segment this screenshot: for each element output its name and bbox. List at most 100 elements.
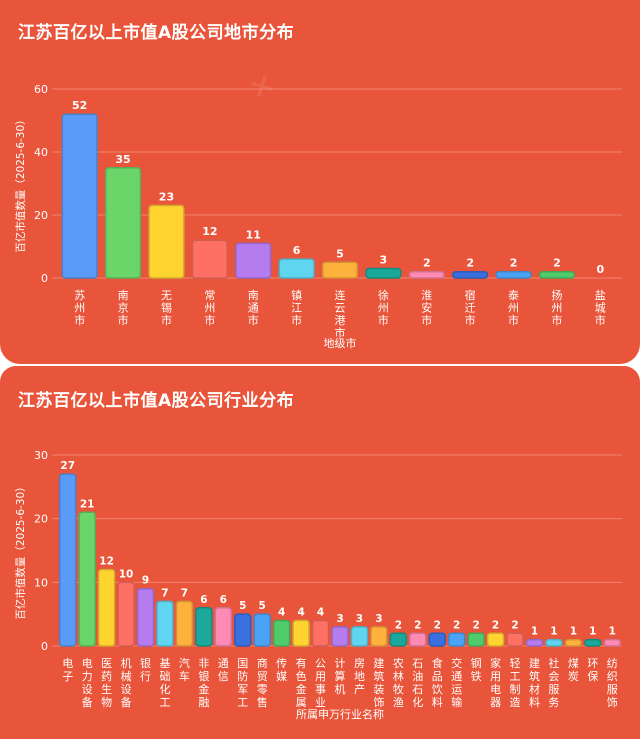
bar bbox=[235, 242, 272, 279]
bar bbox=[78, 511, 96, 647]
data-label: 0 bbox=[596, 263, 604, 276]
x-tick-label: 连云港市 bbox=[335, 289, 346, 340]
x-tick-label: 环保 bbox=[587, 657, 598, 683]
bar bbox=[61, 113, 98, 279]
y-tick-label: 20 bbox=[34, 513, 48, 526]
x-tick-label: 非银金融 bbox=[198, 657, 209, 709]
y-tick-label: 40 bbox=[34, 146, 48, 159]
data-label: 3 bbox=[375, 613, 382, 625]
bar bbox=[156, 600, 174, 647]
x-tick-label: 常州市 bbox=[204, 289, 215, 327]
y-tick-label: 10 bbox=[34, 576, 48, 589]
data-label: 7 bbox=[181, 587, 188, 599]
data-label: 2 bbox=[423, 257, 431, 270]
data-label: 6 bbox=[200, 594, 207, 606]
bar bbox=[564, 638, 583, 647]
x-tick-label: 基础化工 bbox=[159, 657, 170, 709]
data-label: 4 bbox=[297, 607, 304, 619]
data-label: 23 bbox=[159, 191, 174, 204]
bar bbox=[538, 270, 576, 279]
y-axis-label: 百亿市值数量（2025-6-30） bbox=[14, 114, 27, 252]
x-tick-label: 镇江市 bbox=[291, 288, 302, 327]
data-label: 2 bbox=[553, 257, 561, 270]
bar bbox=[365, 267, 402, 279]
x-tick-label: 徐州市 bbox=[378, 288, 389, 327]
data-label: 6 bbox=[220, 594, 227, 606]
data-label: 1 bbox=[570, 626, 577, 638]
y-tick-label: 20 bbox=[34, 209, 48, 222]
data-label: 2 bbox=[511, 619, 518, 631]
x-tick-label: 扬州市 bbox=[551, 288, 562, 327]
data-label: 1 bbox=[531, 626, 538, 638]
bar bbox=[214, 607, 233, 647]
industry-chart-panel: 江苏百亿以上市值A股公司行业分布 0 10 20 30 百亿市值数量（2025-6-30… bbox=[0, 366, 640, 739]
x-tick-label: 食品饮料 bbox=[432, 656, 443, 709]
data-label: 5 bbox=[259, 600, 266, 612]
data-label: 2 bbox=[510, 257, 518, 270]
region-bar-chart: 0204060百亿市值数量（2025-6-30）52苏州市35南京市23无锡市1… bbox=[14, 83, 622, 350]
x-tick-label: 机械设备 bbox=[121, 656, 132, 709]
y-axis-label: 百亿市值数量（2025-6-30） bbox=[14, 481, 27, 619]
data-label: 4 bbox=[278, 607, 285, 619]
x-tick-label: 石油石化 bbox=[412, 657, 423, 709]
bar bbox=[447, 632, 466, 647]
x-tick-label: 医药生物 bbox=[101, 657, 112, 709]
bar bbox=[104, 167, 142, 279]
x-tick-label: 传媒 bbox=[276, 657, 287, 683]
x-tick-label: 通信 bbox=[218, 657, 229, 683]
x-tick-label: 银行 bbox=[140, 656, 151, 683]
bar bbox=[195, 607, 213, 647]
bar bbox=[117, 581, 135, 647]
x-tick-label: 公用事业 bbox=[315, 657, 326, 709]
bar bbox=[253, 613, 271, 647]
x-tick-label: 房地产 bbox=[354, 657, 365, 696]
x-tick-label: 有色金属 bbox=[296, 656, 307, 709]
data-label: 1 bbox=[609, 626, 616, 638]
bar bbox=[428, 632, 446, 647]
x-tick-label: 建筑装饰 bbox=[373, 656, 384, 709]
bar bbox=[175, 600, 194, 647]
bar bbox=[409, 632, 427, 647]
industry-bar-chart: 0102030百亿市值数量（2025-6-30）27电子21电力设备12医药生物… bbox=[14, 449, 622, 721]
y-tick-label: 30 bbox=[34, 449, 48, 462]
x-tick-label: 汽车 bbox=[179, 656, 190, 683]
x-tick-label: 商贸零售 bbox=[257, 656, 268, 709]
x-tick-label: 南京市 bbox=[118, 289, 129, 327]
bar bbox=[272, 619, 291, 647]
x-tick-label: 家用电器 bbox=[490, 656, 501, 709]
bar bbox=[486, 632, 505, 647]
bar bbox=[97, 568, 116, 647]
y-tick-label: 0 bbox=[41, 272, 48, 285]
x-tick-label: 轻工制造 bbox=[510, 656, 521, 709]
bar bbox=[525, 638, 544, 647]
data-label: 2 bbox=[472, 619, 479, 631]
x-tick-label: 建筑材料 bbox=[529, 656, 540, 709]
x-tick-label: 南通市 bbox=[248, 289, 259, 327]
bar bbox=[136, 587, 155, 647]
data-label: 1 bbox=[589, 626, 596, 638]
data-label: 3 bbox=[380, 254, 388, 267]
data-label: 12 bbox=[202, 225, 217, 238]
region-chart-panel: ✕ 江苏百亿以上市值A股公司地市分布 0 20 40 60 百亿市值数量（2025-6-… bbox=[0, 0, 640, 364]
bar bbox=[278, 258, 315, 279]
chart-title: 江苏百亿以上市值A股公司地市分布 bbox=[18, 23, 295, 43]
x-axis-label: 所属申万行业名称 bbox=[296, 707, 384, 721]
bar bbox=[603, 638, 621, 647]
data-label: 35 bbox=[115, 153, 130, 166]
x-tick-label: 电子 bbox=[62, 657, 73, 683]
bar bbox=[467, 632, 485, 647]
data-label: 27 bbox=[60, 460, 75, 472]
data-label: 12 bbox=[99, 556, 114, 568]
data-label: 21 bbox=[80, 498, 95, 510]
data-label: 5 bbox=[239, 600, 246, 612]
bar bbox=[506, 632, 524, 647]
x-tick-label: 盐城市 bbox=[595, 289, 606, 327]
bar bbox=[292, 619, 310, 647]
bar bbox=[389, 632, 408, 647]
data-label: 1 bbox=[550, 626, 557, 638]
data-label: 6 bbox=[293, 244, 301, 257]
data-label: 5 bbox=[336, 247, 344, 260]
data-label: 10 bbox=[119, 568, 134, 580]
x-tick-label: 宿迁市 bbox=[465, 288, 476, 327]
data-label: 2 bbox=[466, 257, 474, 270]
